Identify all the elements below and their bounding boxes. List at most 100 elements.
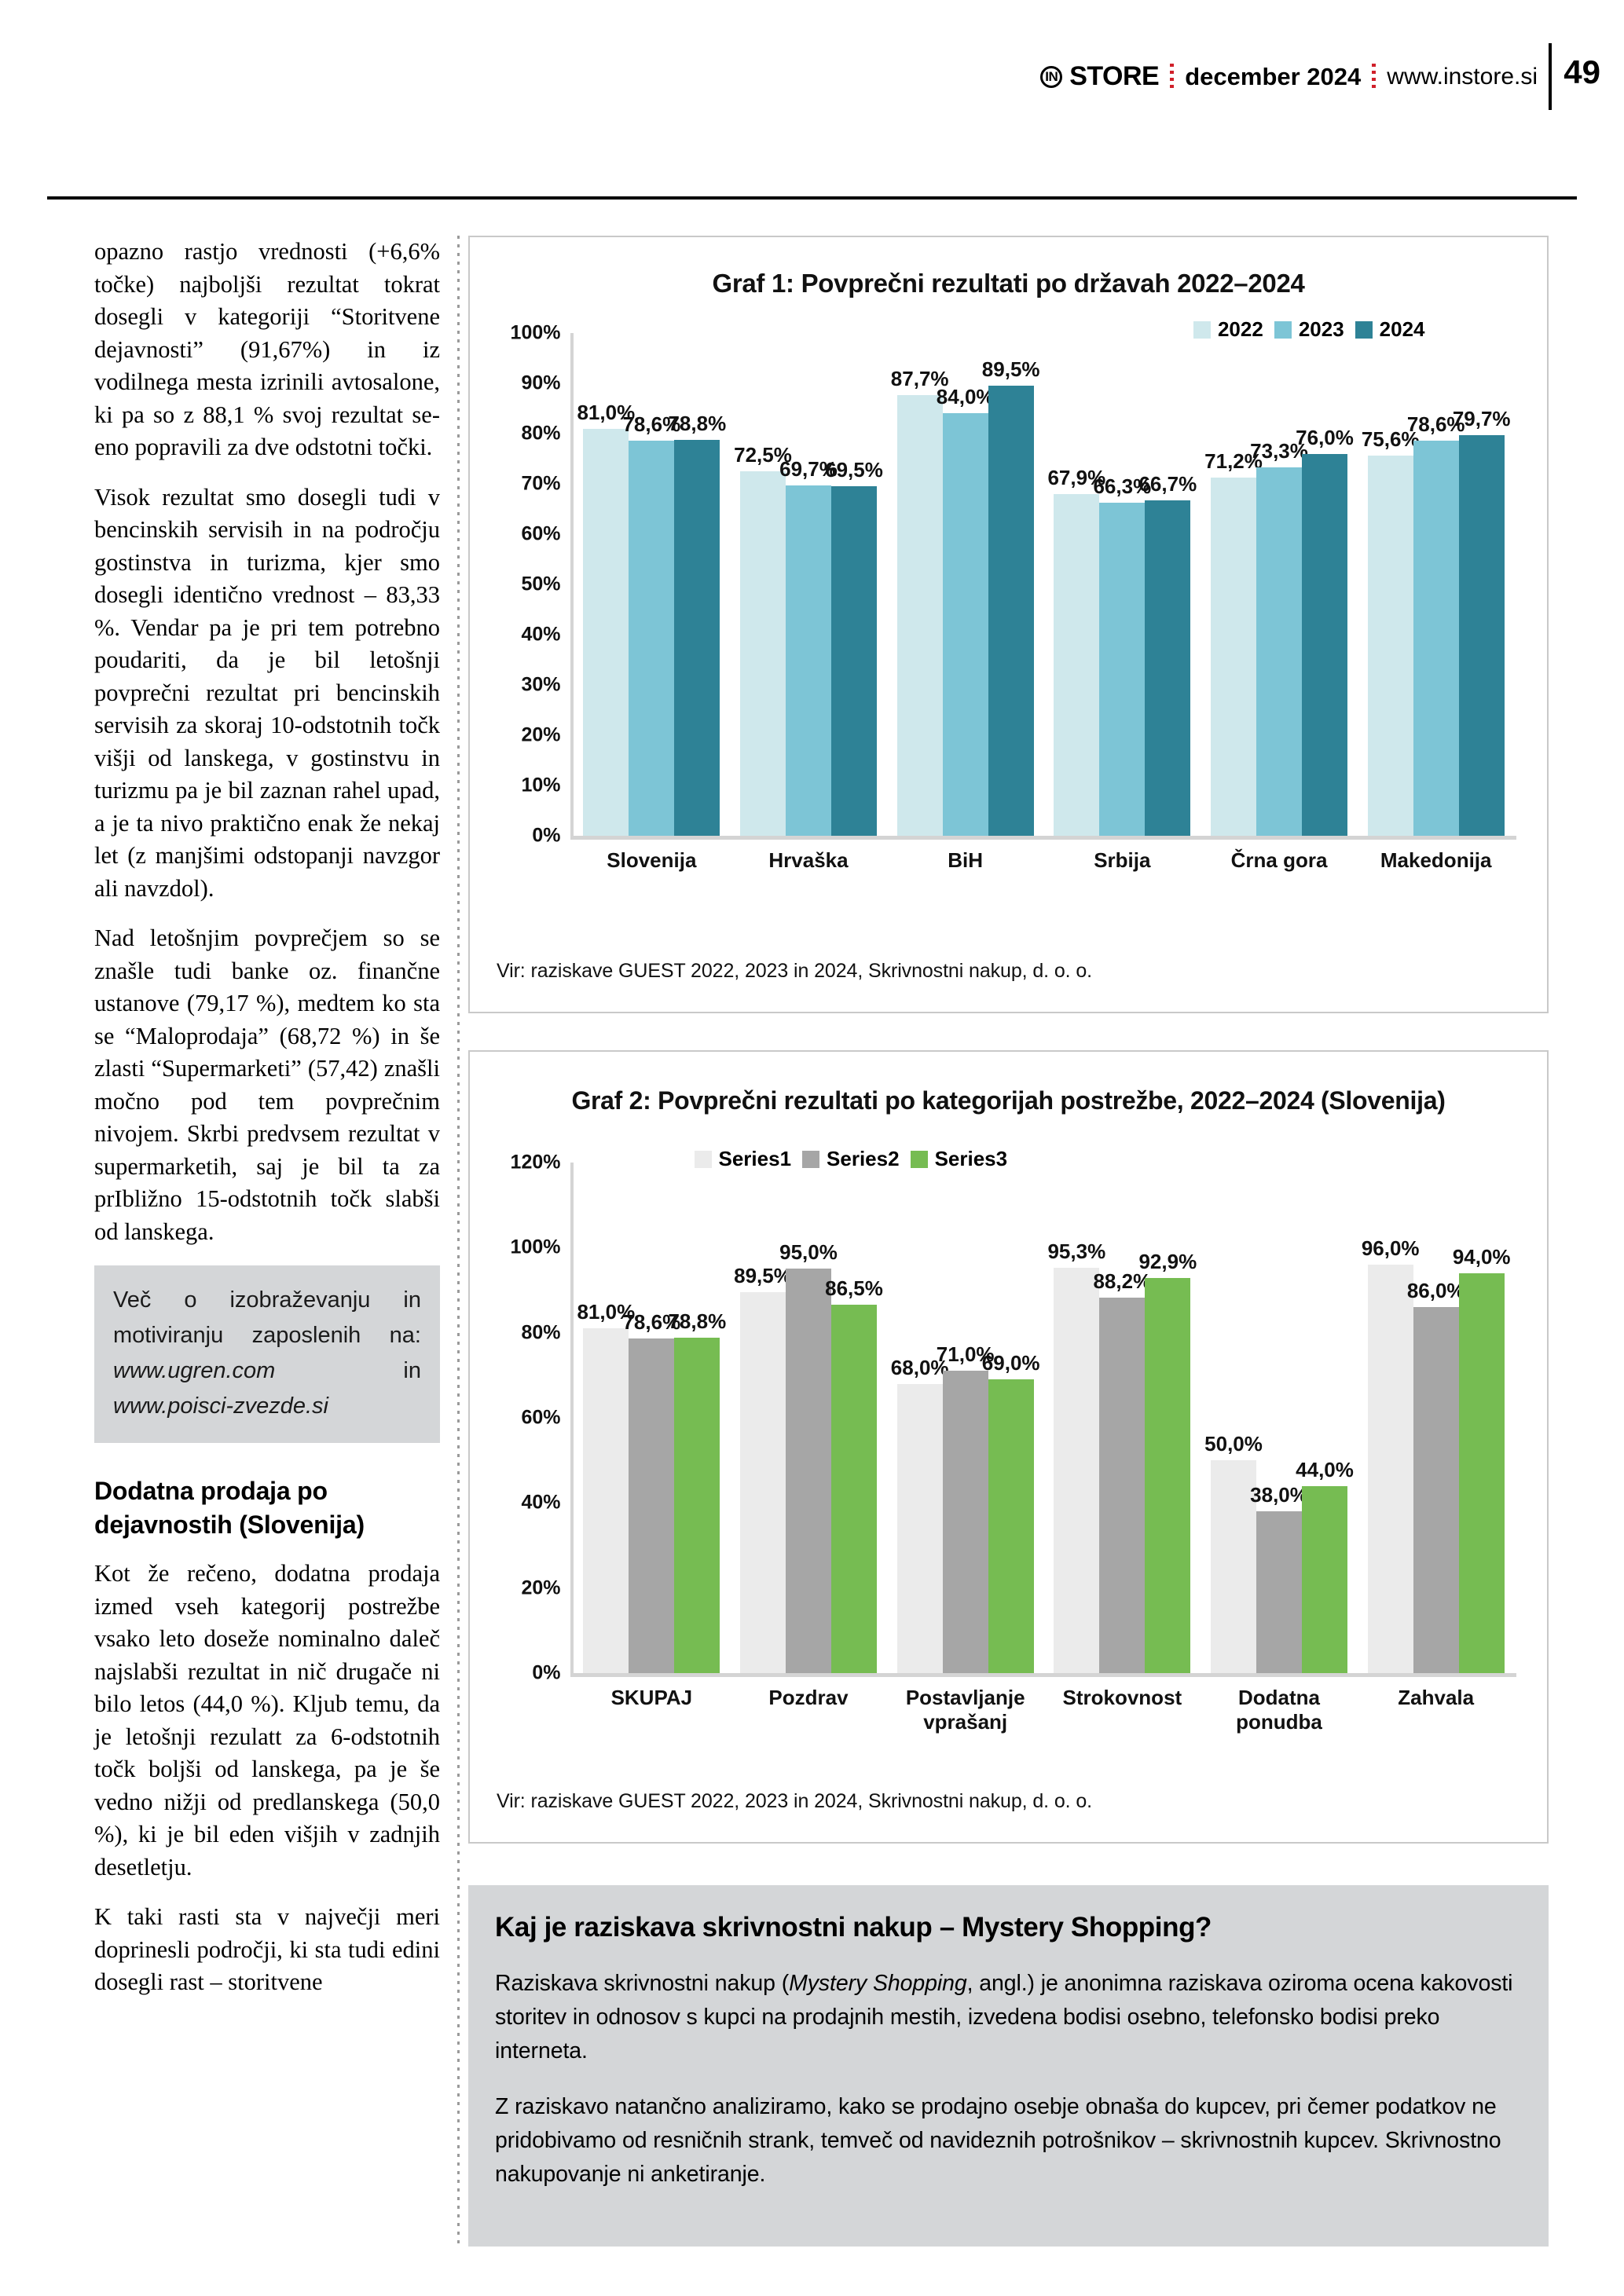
bar[interactable]: 68,0% xyxy=(891,1356,949,1673)
bar-value-label: 44,0% xyxy=(1296,1457,1354,1481)
chart-2-panel: Graf 2: Povprečni rezultati po kategorij… xyxy=(468,1050,1549,1844)
bar[interactable]: 86,5% xyxy=(825,1276,883,1673)
bar[interactable]: 38,0% xyxy=(1250,1483,1308,1673)
y-axis-tick-label: 90% xyxy=(521,372,561,394)
bars-area: 81,0% 78,6% 78,8% 72,5% 69,7% 69,5% 87,7% 84,0%… xyxy=(574,333,1515,836)
article-paragraph: Kot že rečeno, dodatna pro­daja izmed vs… xyxy=(94,1560,440,1880)
callout-link-poisci-zvezde[interactable]: www.poisci-zvezde.si xyxy=(113,1393,328,1419)
bar[interactable]: 66,7% xyxy=(1138,472,1197,836)
bar-group: 89,5% 95,0% 86,5% xyxy=(730,1163,887,1673)
y-axis-line xyxy=(570,333,574,836)
bar[interactable]: 81,0% xyxy=(577,401,635,836)
bar-group: 96,0% 86,0% 94,0% xyxy=(1358,1163,1515,1673)
bar[interactable]: 78,6% xyxy=(1407,412,1465,836)
bar[interactable]: 50,0% xyxy=(1204,1432,1263,1673)
info-p1-part-a: Raziskava skrivnostni nakup ( xyxy=(495,1971,790,1996)
header-horizontal-rule xyxy=(47,196,1577,200)
callout-link-ugren[interactable]: www.ugren.com xyxy=(113,1358,276,1383)
bar[interactable]: 69,5% xyxy=(825,458,883,836)
bar-value-label: 94,0% xyxy=(1452,1244,1511,1269)
y-axis-tick-label: 100% xyxy=(510,321,561,344)
bar[interactable]: 96,0% xyxy=(1362,1236,1420,1673)
info-box-paragraph: Z raziskavo natančno analiziramo, kako s… xyxy=(495,2094,1501,2187)
bar-group: 67,9% 66,3% 66,7% xyxy=(1044,333,1201,836)
legend-item[interactable]: 2022 xyxy=(1193,317,1263,342)
bar[interactable]: 88,2% xyxy=(1093,1269,1151,1673)
y-axis-tick-label: 40% xyxy=(521,1491,561,1514)
legend-swatch-icon xyxy=(694,1150,712,1168)
bar-group: 95,3% 88,2% 92,9% xyxy=(1044,1163,1201,1673)
site-url: www.instore.si xyxy=(1387,63,1538,90)
bar[interactable]: 66,3% xyxy=(1093,474,1151,836)
bar[interactable]: 86,0% xyxy=(1407,1279,1465,1673)
bar-value-label: 78,8% xyxy=(668,1309,727,1334)
y-axis-tick-label: 30% xyxy=(521,673,561,696)
bar[interactable]: 75,6% xyxy=(1362,427,1420,836)
mystery-shopping-info-box: Kaj je raziskava skrivnostni nakup – Mys… xyxy=(468,1885,1549,2247)
bar-value-label: 76,0% xyxy=(1296,425,1354,449)
y-axis-tick-label: 80% xyxy=(521,1321,561,1344)
article-paragraph: opazno rastjo vrednosti (+6,6% točke) na… xyxy=(94,238,440,460)
x-axis-labels: Slovenija Hrvaška BiH Srbija Črna gora Makedo… xyxy=(574,848,1515,873)
bar[interactable]: 78,8% xyxy=(668,1309,726,1673)
bar[interactable]: 71,0% xyxy=(937,1342,995,1673)
x-axis-tick-label: Makedonija xyxy=(1380,848,1492,872)
bar[interactable]: 72,5% xyxy=(734,443,792,836)
legend-swatch-icon xyxy=(802,1150,820,1168)
x-axis-line xyxy=(570,1673,1516,1677)
bar[interactable]: 76,0% xyxy=(1296,426,1354,836)
bar[interactable]: 67,9% xyxy=(1047,466,1105,836)
bar[interactable]: 89,5% xyxy=(982,357,1040,836)
bar[interactable]: 94,0% xyxy=(1453,1245,1511,1673)
legend-swatch-icon xyxy=(1355,320,1373,339)
page-number: 49 xyxy=(1564,53,1600,90)
x-axis-tick-label: Črna gora xyxy=(1230,848,1328,872)
bar[interactable]: 78,6% xyxy=(622,1310,680,1673)
legend-label: 2024 xyxy=(1379,317,1425,341)
y-axis-tick-label: 70% xyxy=(521,472,561,495)
bar-value-label: 81,0% xyxy=(577,400,636,424)
y-axis-tick-label: 100% xyxy=(510,1236,561,1258)
info-p1-part-b: , angl.) je anonimna raziskava oziroma o… xyxy=(495,1971,1513,2063)
bar[interactable]: 87,7% xyxy=(891,367,949,836)
bar-value-label: 95,3% xyxy=(1047,1239,1106,1263)
bar-value-label: 89,5% xyxy=(734,1264,792,1288)
bar[interactable]: 89,5% xyxy=(734,1264,792,1673)
bar[interactable]: 44,0% xyxy=(1296,1458,1354,1673)
legend-item[interactable]: 2023 xyxy=(1274,317,1344,342)
x-axis-tick-label: Dodatna ponudba xyxy=(1236,1686,1322,1734)
bar[interactable]: 78,8% xyxy=(668,412,726,836)
bar-value-label: 66,3% xyxy=(1093,474,1152,498)
y-axis-tick-label: 40% xyxy=(521,623,561,646)
bar[interactable]: 78,6% xyxy=(622,412,680,836)
legend-label: 2023 xyxy=(1298,317,1344,341)
chart-1-source: Vir: raziskave GUEST 2022, 2023 in 2024,… xyxy=(497,960,1092,982)
bar-value-label: 75,6% xyxy=(1361,427,1420,452)
bar[interactable]: 69,7% xyxy=(779,457,838,836)
chart-legend: 2022 2023 2024 xyxy=(1193,317,1425,342)
bar-value-label: 78,6% xyxy=(1406,412,1465,436)
x-axis-tick-label: Zahvala xyxy=(1398,1686,1475,1709)
bar[interactable]: 73,3% xyxy=(1250,439,1308,836)
bar[interactable]: 92,9% xyxy=(1138,1250,1197,1673)
bar-value-label: 79,7% xyxy=(1452,406,1511,430)
bar[interactable]: 95,0% xyxy=(779,1240,838,1673)
x-axis-tick-label: SKUPAJ xyxy=(610,1686,693,1709)
bar[interactable]: 95,3% xyxy=(1047,1240,1105,1673)
legend-swatch-icon xyxy=(910,1150,928,1168)
bar-value-label: 78,6% xyxy=(622,1310,681,1335)
bar[interactable]: 81,0% xyxy=(577,1300,635,1673)
bar[interactable]: 69,0% xyxy=(982,1351,1040,1673)
bar[interactable]: 79,7% xyxy=(1453,407,1511,836)
bar-value-label: 86,5% xyxy=(825,1276,883,1301)
bar[interactable]: 84,0% xyxy=(937,385,995,836)
legend-item[interactable]: Series3 xyxy=(910,1147,1007,1171)
bar[interactable]: 71,2% xyxy=(1204,449,1263,836)
legend-item[interactable]: Series1 xyxy=(694,1147,791,1171)
bar-value-label: 96,0% xyxy=(1361,1236,1420,1260)
bar-value-label: 50,0% xyxy=(1204,1432,1263,1456)
bar-value-label: 69,0% xyxy=(981,1351,1040,1375)
callout-text-middle: in xyxy=(275,1358,421,1383)
legend-item[interactable]: 2024 xyxy=(1355,317,1425,342)
legend-item[interactable]: Series2 xyxy=(802,1147,900,1171)
